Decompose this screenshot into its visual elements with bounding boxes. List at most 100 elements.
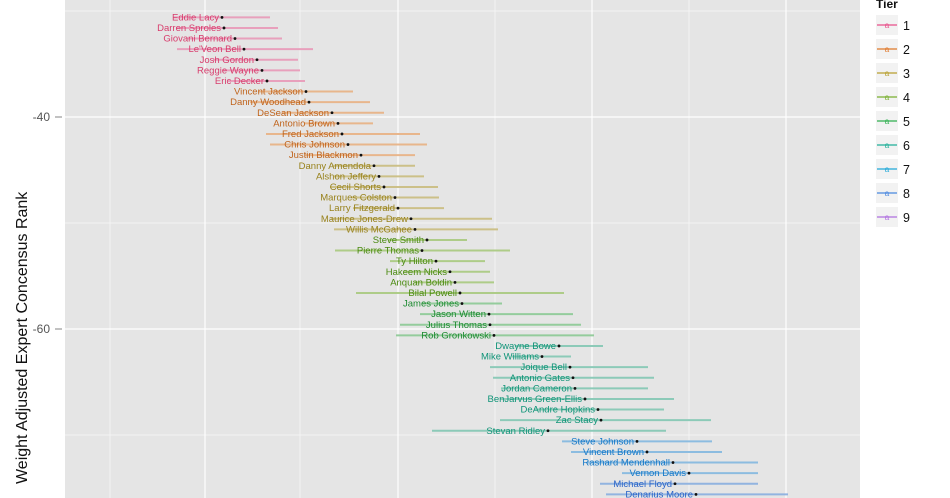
player-label: Eric Decker	[215, 76, 264, 87]
player-label: Rob Gronkowski	[421, 330, 491, 341]
player-label: Anquan Boldin	[390, 277, 452, 288]
rank-point	[304, 90, 308, 93]
player-label: Stevan Ridley	[486, 426, 545, 437]
rank-point	[645, 450, 649, 454]
rank-point	[420, 249, 424, 252]
rank-point	[255, 58, 259, 62]
rank-point	[458, 291, 462, 295]
rank-point	[557, 344, 561, 348]
rank-point	[460, 302, 464, 305]
rank-point	[453, 280, 457, 284]
rank-point	[546, 429, 550, 433]
player-label: Josh Gordon	[200, 55, 254, 66]
player-label: DeAndre Hopkins	[521, 405, 596, 416]
legend-label: 2	[903, 43, 910, 57]
player-label: Steve Smith	[373, 235, 424, 246]
rank-point	[220, 15, 224, 19]
player-label: Hakeem Nicks	[386, 267, 447, 278]
y-tick-label: -40	[33, 110, 51, 124]
rank-point	[260, 68, 264, 72]
player-label: Ty Hilton	[396, 256, 433, 267]
player-label: Julius Thomas	[426, 320, 487, 331]
player-label: Dwayne Bowe	[495, 341, 556, 352]
player-label: Justin Blackmon	[289, 150, 358, 161]
legend-label: 5	[903, 115, 910, 129]
player-label: Le'Veon Bell	[188, 44, 241, 55]
legend: Tier a 1 a 2 a 3 a 4 a 5 a 6 a 7 a 8 a 9	[870, 0, 916, 234]
player-label: Mike Williams	[481, 352, 539, 363]
player-label: Pierre Thomas	[357, 246, 419, 257]
player-label: Bilal Powell	[408, 288, 457, 299]
player-label: Rashard Mendenhall	[582, 458, 670, 469]
legend-label: 8	[903, 187, 910, 201]
rank-point	[396, 206, 400, 210]
player-label: Denarius Moore	[625, 489, 693, 498]
player-label: DeSean Jackson	[257, 108, 329, 119]
player-label: Vernon Davis	[629, 468, 686, 479]
player-label: Michael Floyd	[613, 479, 672, 490]
rank-point	[488, 323, 492, 327]
legend-key-glyph: a	[885, 189, 890, 198]
player-label: Danny Amendola	[299, 161, 372, 172]
rank-point	[571, 376, 575, 380]
y-axis-ticks: -40 -60	[33, 110, 62, 336]
rank-point	[372, 164, 376, 168]
rank-point	[671, 461, 675, 464]
rank-point	[340, 132, 344, 136]
rank-point	[673, 482, 677, 486]
legend-label: 9	[903, 211, 910, 225]
player-label: Antonio Brown	[273, 118, 335, 129]
legend-key-glyph: a	[885, 165, 890, 174]
rank-point	[568, 365, 572, 369]
player-label: Marques Colston	[320, 193, 392, 204]
rank-point	[694, 492, 698, 496]
legend-label: 4	[903, 91, 910, 105]
rank-point	[434, 259, 438, 263]
player-label: Willis McGahee	[346, 224, 412, 235]
y-axis-label: Weight Adjusted Expert Concensus Rank	[14, 191, 31, 484]
legend-key-glyph: a	[885, 69, 890, 78]
rank-point	[409, 217, 413, 221]
player-label: Zac Stacy	[556, 415, 598, 426]
player-label: Reggie Wayne	[197, 65, 259, 76]
rank-point	[222, 26, 226, 30]
legend-label: 1	[903, 19, 910, 33]
rank-point	[307, 100, 311, 104]
legend-key-glyph: a	[885, 45, 890, 54]
player-label: Darren Sproles	[157, 23, 221, 34]
player-label: Joique Bell	[521, 362, 567, 373]
player-label: Vincent Brown	[583, 447, 644, 458]
legend-key-glyph: a	[885, 117, 890, 126]
rank-point	[540, 355, 544, 358]
player-label: Vincent Jackson	[234, 87, 303, 98]
legend-label: 6	[903, 139, 910, 153]
player-label: BenJarvus Green-Ellis	[487, 394, 582, 405]
player-label: Jordan Cameron	[501, 383, 572, 394]
rank-point	[382, 185, 386, 189]
rank-point	[573, 386, 577, 390]
player-label: Chris Johnson	[284, 140, 345, 151]
plot-panel	[65, 0, 860, 498]
rank-point	[346, 143, 350, 146]
player-label: James Jones	[403, 299, 459, 310]
rank-point	[583, 397, 587, 401]
player-label: Maurice Jones-Drew	[321, 214, 408, 225]
player-label: Danny Woodhead	[230, 97, 306, 108]
legend-key-glyph: a	[885, 213, 890, 222]
player-label: Eddie Lacy	[172, 12, 219, 23]
player-label: Fred Jackson	[282, 129, 339, 140]
rank-point	[687, 471, 691, 475]
player-label: Larry Fitzgerald	[329, 203, 395, 214]
rank-point	[492, 333, 496, 337]
player-label: Cecil Shorts	[330, 182, 381, 193]
legend-key-glyph: a	[885, 21, 890, 30]
legend-key-glyph: a	[885, 141, 890, 150]
rank-point	[233, 37, 237, 40]
rank-point	[393, 196, 397, 199]
legend-title: Tier	[876, 0, 898, 11]
rank-point	[596, 408, 600, 411]
legend-label: 7	[903, 163, 910, 177]
rank-point	[242, 47, 246, 51]
